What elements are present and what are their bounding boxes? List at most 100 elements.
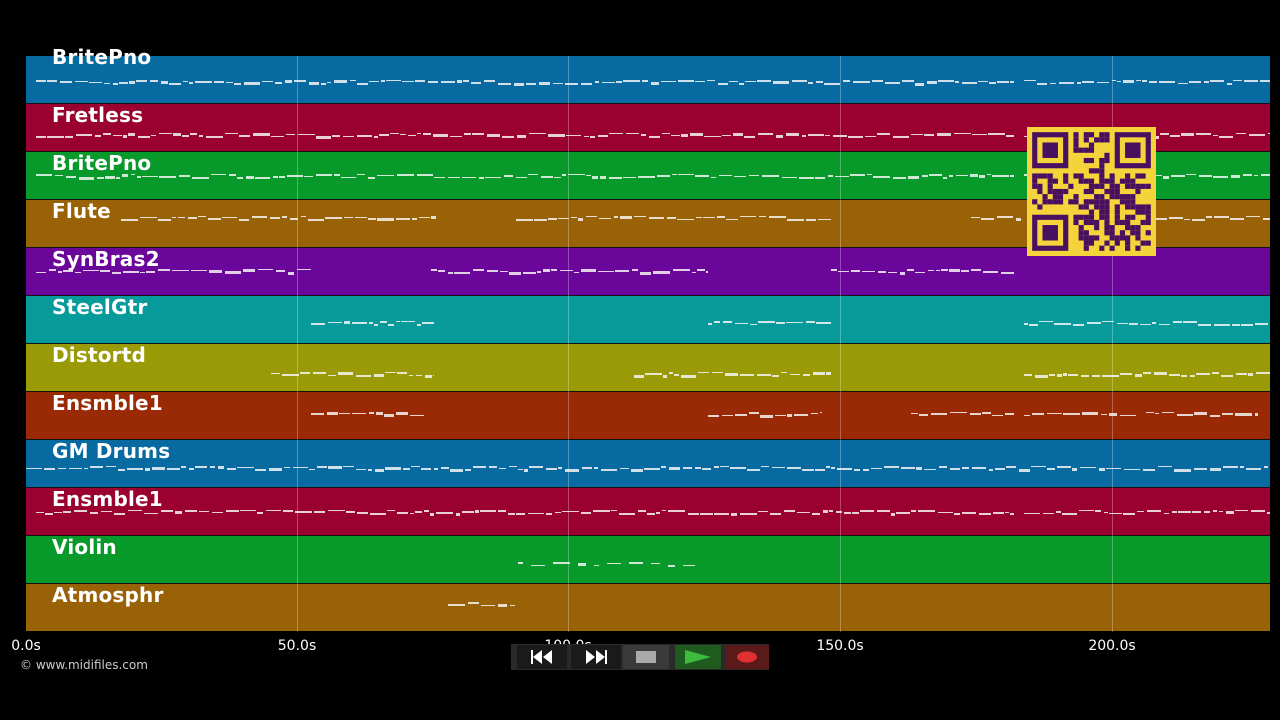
track-1[interactable]: BritePno — [26, 45, 1270, 103]
rewind-button[interactable] — [517, 645, 567, 669]
midi-note — [566, 135, 581, 136]
midi-note — [1204, 511, 1210, 513]
midi-note — [562, 174, 566, 176]
midi-note — [669, 467, 680, 470]
midi-note — [271, 136, 284, 137]
midi-note — [279, 176, 285, 178]
track-separator — [26, 103, 1270, 104]
midi-note — [939, 466, 947, 468]
midi-note — [808, 82, 813, 84]
midi-note — [118, 469, 125, 471]
midi-note — [901, 467, 915, 469]
midi-note — [1177, 414, 1193, 416]
midi-note — [75, 81, 88, 82]
track-label: SynBras2 — [52, 247, 160, 271]
midi-note — [357, 135, 372, 137]
midi-note — [1117, 81, 1121, 82]
midi-note — [708, 415, 719, 417]
fast-forward-button[interactable] — [571, 645, 621, 669]
midi-note — [770, 513, 781, 515]
track-9[interactable]: GM Drums — [26, 439, 1270, 487]
midi-note — [601, 469, 617, 471]
midi-note — [1143, 469, 1155, 471]
piano-roll[interactable]: BritePno Fretless BritePno Flute SynBras2 Ste… — [26, 45, 1270, 632]
midi-note — [997, 81, 1009, 83]
midi-note — [1169, 217, 1183, 219]
midi-note — [385, 467, 401, 470]
midi-note — [1150, 175, 1162, 176]
track-12[interactable]: Atmosphr — [26, 583, 1270, 631]
midi-note — [818, 219, 831, 220]
midi-note — [620, 216, 632, 219]
midi-note — [586, 216, 597, 217]
midi-note — [678, 174, 694, 175]
midi-note — [1063, 413, 1080, 415]
midi-note — [499, 468, 506, 469]
midi-note — [1001, 272, 1014, 274]
midi-note — [379, 134, 389, 136]
track-11[interactable]: Violin — [26, 535, 1270, 583]
midi-note — [123, 135, 127, 138]
midi-note — [729, 81, 738, 82]
midi-note — [1267, 512, 1270, 514]
track-label: SteelGtr — [52, 295, 148, 319]
midi-note — [356, 469, 366, 470]
gridline — [840, 56, 841, 632]
midi-note — [987, 174, 991, 175]
midi-note — [225, 133, 238, 134]
midi-note — [441, 81, 455, 83]
midi-note — [792, 80, 807, 82]
midi-note — [300, 372, 310, 374]
midi-note — [472, 133, 484, 135]
midi-note — [69, 468, 82, 469]
midi-note — [344, 217, 353, 218]
track-8[interactable]: Ensmble1 — [26, 391, 1270, 439]
midi-note — [615, 270, 629, 272]
midi-note — [1016, 218, 1021, 221]
stop-button[interactable] — [623, 645, 669, 669]
midi-note — [1181, 375, 1187, 377]
midi-note — [582, 467, 592, 469]
midi-note — [862, 271, 875, 272]
midi-note — [161, 510, 173, 512]
track-7[interactable]: Distortd — [26, 343, 1270, 391]
play-button[interactable] — [675, 645, 721, 669]
midi-note — [417, 324, 421, 326]
midi-note — [668, 565, 675, 567]
midi-note — [740, 216, 756, 217]
midi-note — [138, 136, 150, 138]
midi-note — [423, 133, 431, 135]
midi-note — [683, 467, 692, 469]
midi-note — [1019, 469, 1030, 472]
midi-note — [692, 272, 696, 273]
midi-note — [893, 177, 906, 179]
midi-note — [456, 513, 460, 516]
midi-note — [950, 412, 967, 413]
midi-note — [431, 269, 437, 271]
midi-note — [1248, 373, 1253, 376]
rewind-icon — [531, 650, 552, 664]
midi-note — [498, 604, 507, 607]
midi-note — [226, 82, 233, 83]
midi-note — [275, 82, 282, 84]
midi-note — [722, 415, 733, 416]
midi-note — [1226, 511, 1234, 514]
midi-note — [84, 468, 88, 469]
midi-note — [553, 562, 570, 564]
midi-note — [355, 217, 367, 218]
midi-note — [911, 134, 923, 135]
midi-note — [1054, 323, 1071, 325]
midi-note — [1235, 413, 1252, 416]
midi-note — [222, 217, 237, 218]
midi-note — [508, 513, 515, 515]
midi-note — [343, 466, 354, 467]
track-label: BritePno — [52, 151, 152, 175]
midi-note — [790, 374, 800, 375]
record-button[interactable] — [725, 645, 769, 669]
midi-note — [1254, 175, 1258, 176]
midi-note — [58, 271, 62, 273]
track-6[interactable]: SteelGtr — [26, 295, 1270, 343]
midi-note — [772, 467, 785, 468]
midi-note — [955, 81, 959, 83]
midi-note — [786, 133, 799, 136]
